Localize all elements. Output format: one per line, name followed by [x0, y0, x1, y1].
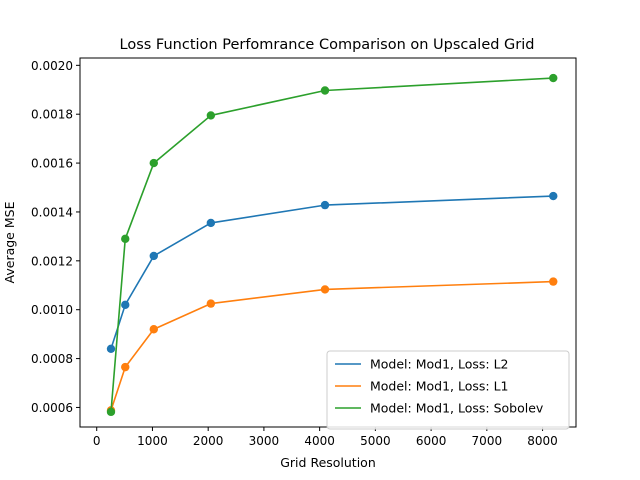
y-tick-label: 0.0016: [31, 157, 73, 171]
x-tick-label: 2000: [193, 434, 224, 448]
x-tick-label: 5000: [360, 434, 391, 448]
plot-area: [106, 73, 558, 417]
x-tick-label: 8000: [527, 434, 558, 448]
x-axis: 0 1000 2000 3000 4000 5000 6000 7000 8000: [93, 427, 558, 448]
data-point-2: [149, 325, 158, 334]
series-line-1: [110, 195, 554, 350]
data-point-3: [549, 73, 558, 83]
x-tick-label: 4000: [304, 434, 335, 448]
legend-label: Model: Mod1, Loss: L2: [370, 357, 509, 372]
legend-label: Model: Mod1, Loss: Sobolev: [370, 401, 544, 416]
data-point-1: [549, 191, 558, 201]
chart-title: Loss Function Perfomrance Comparison on …: [120, 37, 535, 53]
y-tick-label: 0.0010: [31, 303, 73, 317]
legend-box: [326, 350, 570, 430]
data-point-3: [121, 234, 130, 244]
data-point-3: [106, 407, 116, 417]
data-point-1: [320, 200, 330, 210]
x-tick-label: 6000: [416, 434, 447, 448]
data-point-2: [549, 277, 558, 286]
y-tick-label: 0.0008: [31, 352, 73, 366]
data-point-3: [320, 86, 330, 95]
data-point-3: [206, 111, 216, 120]
x-tick-label: 7000: [472, 434, 503, 448]
data-point-2: [320, 285, 330, 294]
data-point-1: [121, 300, 130, 310]
x-axis-label: Grid Resolution: [280, 455, 376, 470]
data-point-2: [206, 299, 216, 308]
series-line-2: [110, 280, 554, 411]
data-point-3: [149, 158, 158, 168]
data-point-1: [149, 251, 158, 261]
data-point-1: [206, 218, 216, 228]
y-tick-label: 0.0018: [31, 108, 73, 122]
x-tick-label: 1000: [137, 434, 168, 448]
x-tick-label: 0: [93, 434, 101, 448]
legend: Model: Mod1, Loss: L2 Model: Mod1, Loss: …: [326, 350, 570, 430]
data-point-1: [106, 344, 116, 354]
y-tick-label: 0.0006: [31, 401, 73, 415]
y-axis: 0.0006 0.0008 0.0010 0.0012 0.0014 0.0016 0.00…: [31, 59, 80, 415]
x-tick-label: 3000: [249, 434, 280, 448]
y-axis-label: Average MSE: [2, 201, 17, 283]
y-tick-label: 0.0020: [31, 59, 73, 73]
y-tick-label: 0.0012: [31, 254, 73, 268]
data-point-2: [121, 362, 130, 372]
series-line-3: [110, 77, 554, 412]
y-tick-label: 0.0014: [31, 205, 73, 219]
legend-label: Model: Mod1, Loss: L1: [370, 379, 509, 394]
